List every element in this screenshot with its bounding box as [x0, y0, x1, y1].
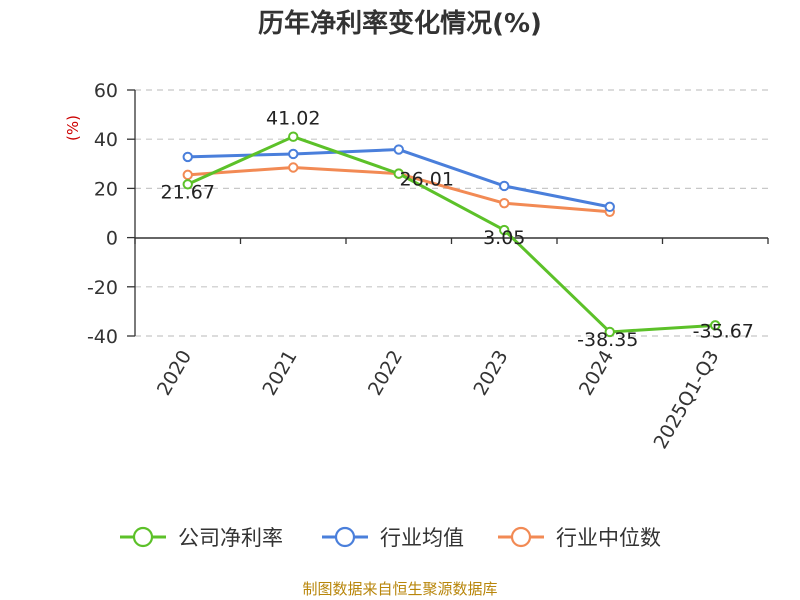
data-label: 26.01 [400, 169, 454, 191]
data-point[interactable] [710, 320, 721, 331]
data-point[interactable] [499, 197, 510, 209]
legend-item[interactable]: 行业均值 [322, 526, 464, 550]
series-line [187, 135, 716, 334]
legend-item[interactable]: 公司净利率 [120, 526, 283, 550]
data-label: -35.67 [693, 320, 754, 342]
data-point[interactable] [499, 224, 510, 236]
y-tick-label: 20 [94, 178, 118, 200]
legend-label: 行业中位数 [556, 526, 661, 550]
data-point[interactable] [604, 201, 615, 213]
legend-marker [510, 526, 532, 548]
x-tick-label: 2025Q1-Q3 [650, 347, 724, 453]
legend: 公司净利率 行业均值 行业中位数 [120, 526, 661, 550]
data-point[interactable] [499, 180, 510, 192]
data-label: 21.67 [161, 181, 215, 203]
data-point[interactable] [393, 144, 404, 155]
x-tick-label: 2023 [469, 347, 512, 400]
data-point[interactable] [604, 326, 615, 338]
y-axis-unit-label: (%) [64, 115, 82, 141]
data-point[interactable] [182, 151, 193, 163]
y-tick-label: -40 [87, 326, 118, 348]
data-point[interactable] [288, 148, 299, 160]
y-tick-label: -20 [87, 277, 118, 299]
data-point[interactable] [393, 168, 404, 179]
legend-label: 公司净利率 [178, 526, 283, 550]
data-point[interactable] [288, 131, 299, 142]
legend-label: 行业均值 [380, 526, 464, 550]
data-point[interactable] [288, 162, 299, 173]
axes: -40 -20 0 20 40 60 2020 2021 2022 2023 2024 2025Q1-… [87, 80, 769, 453]
chart-title: 历年净利率变化情况(%) [258, 8, 542, 39]
x-tick-label: 2021 [258, 347, 301, 400]
data-labels: 21.67 41.02 26.01 3.05 -38.35 -35.67 [161, 108, 754, 351]
legend-marker [334, 526, 356, 548]
data-label: 41.02 [266, 108, 320, 130]
y-tick-label: 0 [106, 228, 118, 250]
data-point[interactable] [182, 179, 193, 190]
x-tick-label: 2020 [153, 347, 196, 400]
series-lines [182, 131, 721, 338]
data-label: 3.05 [483, 227, 525, 249]
legend-item[interactable]: 行业中位数 [498, 526, 661, 550]
source-footnote: 制图数据来自恒生聚源数据库 [302, 580, 497, 598]
x-tick-label: 2024 [575, 347, 618, 400]
grid-lines [135, 89, 768, 337]
legend-marker [132, 526, 154, 548]
x-tick-label: 2022 [364, 347, 407, 400]
data-point[interactable] [182, 169, 193, 181]
y-tick-label: 40 [94, 129, 118, 151]
data-label: -38.35 [577, 329, 638, 351]
y-tick-label: 60 [94, 80, 118, 102]
